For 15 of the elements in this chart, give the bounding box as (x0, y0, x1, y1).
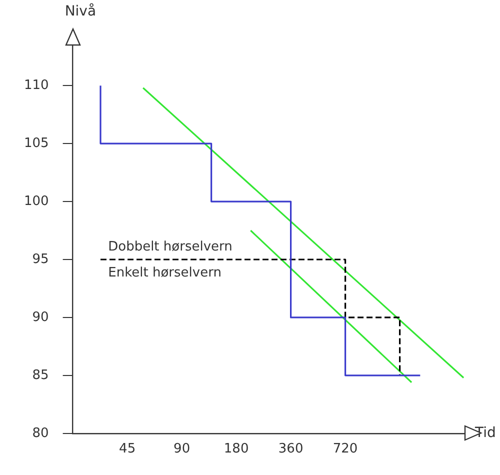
y-tick-label: 95 (32, 252, 49, 267)
y-tick-label: 85 (32, 368, 49, 383)
y-tick-label: 105 (24, 136, 49, 151)
x-tick-label: 720 (332, 442, 358, 457)
y-tick-label: 100 (24, 194, 49, 209)
x-tick-label: 180 (224, 442, 249, 457)
x-tick-label: 90 (174, 442, 190, 457)
y-tick-label: 110 (24, 78, 49, 93)
annotation: Enkelt hørselvern (108, 265, 222, 280)
y-tick-label: 90 (32, 310, 49, 325)
x-tick-label: 45 (119, 442, 136, 457)
annotation: Dobbelt hørselvern (108, 239, 232, 254)
x-tick-label: 360 (278, 442, 304, 457)
y-tick-label: 80 (32, 426, 49, 441)
y-axis-title: Nivå (64, 2, 96, 20)
